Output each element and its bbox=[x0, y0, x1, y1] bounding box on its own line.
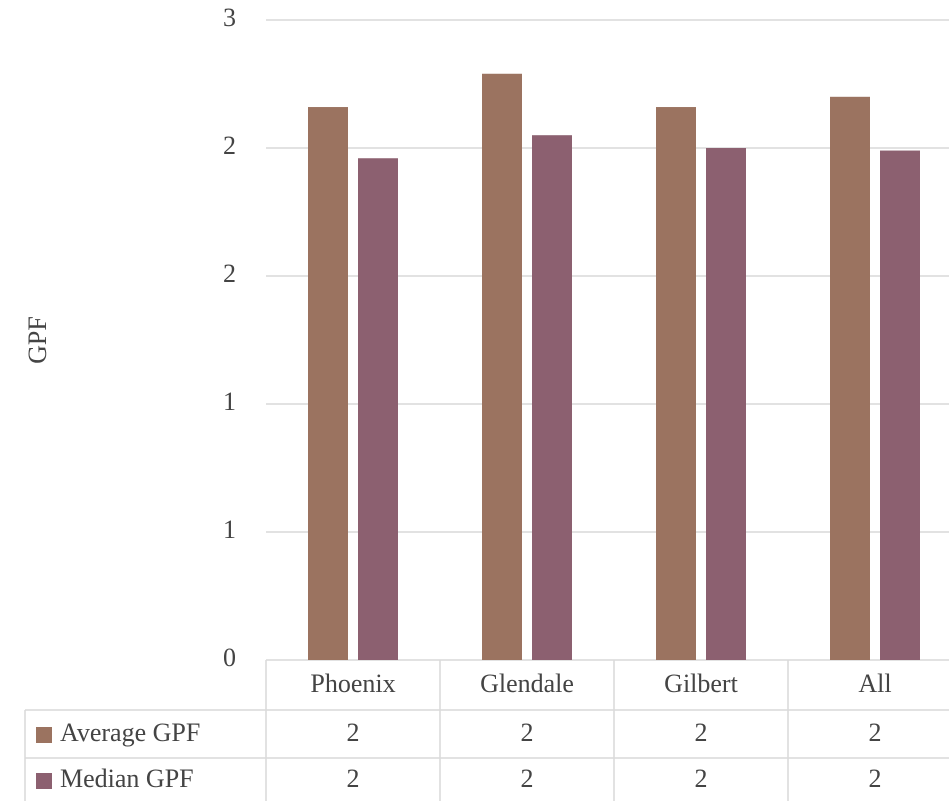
legend-label: Average GPF bbox=[60, 718, 200, 747]
y-tick-label: 2 bbox=[223, 131, 236, 160]
y-tick-label: 2 bbox=[223, 259, 236, 288]
x-tick-label: Glendale bbox=[480, 669, 574, 698]
x-tick-label: Gilbert bbox=[664, 669, 738, 698]
table-cell: 2 bbox=[521, 718, 534, 747]
x-tick-label: Phoenix bbox=[310, 669, 395, 698]
table-cell: 2 bbox=[695, 718, 708, 747]
y-tick-label: 3 bbox=[223, 3, 236, 32]
legend-swatch bbox=[36, 773, 52, 789]
bar bbox=[358, 158, 398, 661]
bar bbox=[830, 96, 870, 661]
table-cell: 2 bbox=[347, 718, 360, 747]
bar bbox=[656, 107, 696, 661]
bar bbox=[706, 148, 746, 660]
table-cell: 2 bbox=[521, 764, 534, 793]
bar bbox=[482, 73, 522, 660]
legend-swatch bbox=[36, 727, 52, 743]
table-cell: 2 bbox=[869, 718, 882, 747]
y-axis-title: GPF bbox=[23, 316, 52, 364]
y-tick-label: 1 bbox=[223, 515, 236, 544]
table-cell: 2 bbox=[347, 764, 360, 793]
bar bbox=[880, 150, 920, 660]
x-tick-label: All bbox=[858, 669, 891, 698]
y-tick-label: 1 bbox=[223, 387, 236, 416]
y-tick-label: 0 bbox=[223, 643, 236, 672]
bar bbox=[532, 135, 572, 660]
bar bbox=[308, 107, 348, 661]
table-cell: 2 bbox=[869, 764, 882, 793]
table-cell: 2 bbox=[695, 764, 708, 793]
legend-label: Median GPF bbox=[60, 764, 194, 793]
